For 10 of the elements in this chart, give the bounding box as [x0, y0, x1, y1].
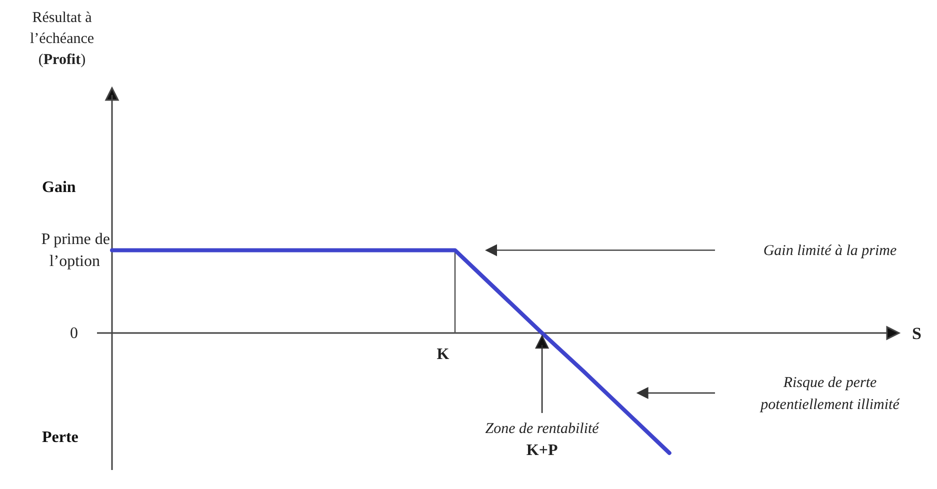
annotation: K — [436, 346, 450, 363]
text: Gain limité à la prime — [763, 243, 897, 260]
text: 0 — [70, 325, 78, 342]
text: Gain — [42, 179, 76, 196]
annotation: Zone de rentabilité K+P — [485, 421, 600, 459]
text: Risque de perte potentiellement illimité — [760, 375, 901, 413]
text: Résultat à l’échéance (Profit) — [30, 10, 94, 68]
text: S — [912, 324, 922, 343]
text: Perte — [42, 429, 78, 446]
annotation: P prime de l’option — [41, 231, 110, 270]
